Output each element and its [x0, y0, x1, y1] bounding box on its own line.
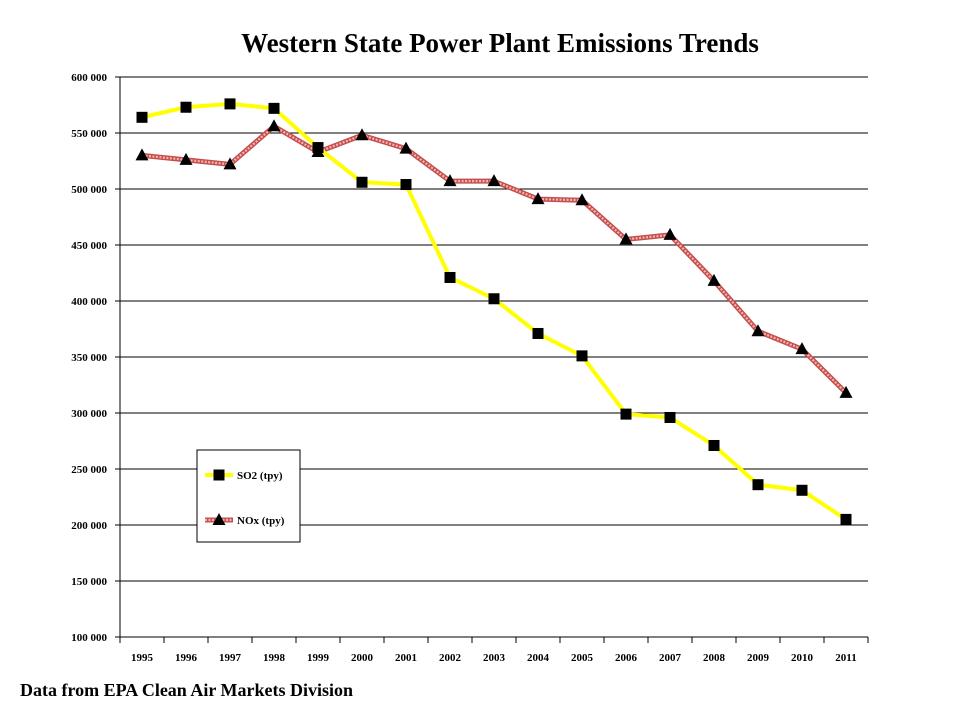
axes: 100 000 150 000 200 000 250 000 300 000 350 0…	[71, 72, 869, 664]
so2-data-point	[444, 271, 456, 283]
x-tick-label: 1999	[307, 652, 330, 664]
nox-data-point	[795, 342, 809, 355]
nox-data-point	[135, 148, 149, 161]
x-tick-label: 2000	[351, 652, 374, 664]
so2-data-point	[356, 176, 368, 188]
y-tick-label: 150 000	[71, 576, 107, 588]
x-tick-label: 1996	[175, 652, 198, 664]
nox-data-point	[707, 273, 721, 286]
x-tick-label: 1998	[263, 652, 286, 664]
y-tick-label: 500 000	[71, 184, 107, 196]
x-tick-label: 2011	[835, 652, 856, 664]
so2-data-point	[708, 439, 720, 451]
nox-series-line	[141, 124, 847, 394]
x-tick-label: 2003	[483, 652, 506, 664]
nox-data-point	[223, 157, 237, 170]
x-tick-label: 2009	[747, 652, 770, 664]
nox-data-point	[487, 174, 501, 187]
x-tick-label: 2008	[703, 652, 726, 664]
nox-data-point	[619, 232, 633, 245]
nox-data-point	[179, 152, 193, 165]
nox-data-point	[575, 193, 589, 206]
y-tick-label: 400 000	[71, 296, 107, 308]
y-tick-label: 350 000	[71, 352, 107, 364]
nox-data-point	[839, 385, 853, 398]
y-tick-label: 200 000	[71, 520, 107, 532]
x-tick-label: 2007	[659, 652, 682, 664]
x-tick-label: 2005	[571, 652, 594, 664]
so2-data-point	[488, 293, 500, 305]
so2-data-point	[620, 408, 632, 420]
so2-data-point	[664, 411, 676, 423]
y-tick-label: 250 000	[71, 464, 107, 476]
x-tick-label: 2006	[615, 652, 638, 664]
source-note: Data from EPA Clean Air Markets Division	[20, 680, 353, 700]
so2-legend-marker	[213, 469, 225, 481]
y-tick-label: 600 000	[71, 72, 107, 84]
nox-legend-label: NOx (tpy)	[237, 515, 285, 527]
nox-data-point	[663, 227, 677, 240]
nox-data-point	[531, 192, 545, 205]
so2-data-point	[400, 179, 412, 191]
so2-data-point	[268, 102, 280, 114]
nox-series-line-border	[141, 123, 848, 395]
so2-data-point	[840, 513, 852, 525]
x-tick-label: 1995	[131, 652, 154, 664]
so2-legend-label: SO2 (tpy)	[237, 470, 283, 482]
so2-data-point	[796, 484, 808, 496]
y-tick-label: 100 000	[71, 632, 107, 644]
nox-data-point	[355, 128, 369, 141]
so2-data-point	[180, 101, 192, 113]
x-tick-label: 2010	[791, 652, 814, 664]
legend-box	[196, 449, 301, 543]
so2-data-point	[752, 479, 764, 491]
chart-title: Western State Power Plant Emissions Tren…	[241, 28, 759, 58]
x-tick-label: 1997	[219, 652, 242, 664]
y-tick-label: 550 000	[71, 128, 107, 140]
so2-data-point	[224, 98, 236, 110]
nox-data-point	[399, 141, 413, 154]
x-tick-label: 2001	[395, 652, 417, 664]
nox-data-point	[751, 324, 765, 337]
so2-data-point	[576, 350, 588, 362]
legend: SO2 (tpy) NOx (tpy)	[196, 449, 301, 543]
y-tick-label: 300 000	[71, 408, 107, 420]
x-tick-label: 2002	[439, 652, 462, 664]
nox-legend-marker	[212, 513, 226, 525]
so2-data-point	[532, 327, 544, 339]
nox-data-point	[443, 174, 457, 187]
series-layer	[135, 98, 853, 525]
nox-data-point	[267, 119, 281, 132]
so2-data-point	[312, 142, 324, 154]
x-tick-label: 2004	[527, 652, 550, 664]
so2-data-point	[136, 111, 148, 123]
y-tick-label: 450 000	[71, 240, 107, 252]
